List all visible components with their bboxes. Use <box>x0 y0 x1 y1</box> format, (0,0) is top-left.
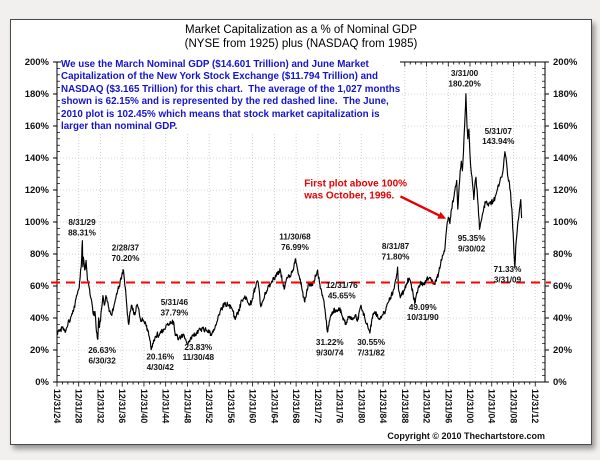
point-annotation: 3/31/09 <box>494 276 522 285</box>
point-annotation: 11/30/48 <box>183 353 215 362</box>
point-annotation: 95.35% <box>458 234 486 243</box>
point-annotation: 12/31/76 <box>326 281 358 290</box>
x-axis-label: 12/31/80 <box>356 389 366 423</box>
note-line: NASDAQ ($3.165 Trillion) for this chart.… <box>61 83 401 95</box>
point-annotation: 5/31/46 <box>161 298 189 307</box>
x-axis-label: 12/31/36 <box>117 389 127 423</box>
copyright-text: Copyright © 2010 Thechartstore.com <box>387 431 545 441</box>
point-annotation: 45.65% <box>328 292 356 301</box>
source-note: We use the March Nominal GDP ($14.601 Tr… <box>61 59 401 134</box>
point-annotation: 49.09% <box>409 303 437 312</box>
y-axis-label-left: 20% <box>30 345 50 356</box>
x-axis-label: 12/31/00 <box>465 389 475 423</box>
point-annotation: 7/31/82 <box>357 348 385 357</box>
y-axis-label-right: 140% <box>553 153 578 164</box>
x-axis-label: 12/31/56 <box>226 389 236 423</box>
note-line: larger than nominal GDP. <box>61 121 178 133</box>
x-axis-label: 12/31/84 <box>378 389 388 423</box>
y-axis-label-right: 180% <box>553 89 578 100</box>
y-axis-label-left: 60% <box>30 281 50 292</box>
point-annotation: 30.55% <box>357 338 385 347</box>
y-axis-label-right: 100% <box>553 217 578 228</box>
x-axis-label: 12/31/52 <box>204 389 214 423</box>
x-axis-label: 12/31/92 <box>422 389 432 423</box>
point-annotation: 10/31/90 <box>407 313 439 322</box>
x-axis-label: 12/31/68 <box>291 389 301 423</box>
x-axis-label: 12/31/12 <box>530 389 540 423</box>
x-axis-label: 12/31/44 <box>161 389 171 423</box>
point-annotation: 9/30/74 <box>316 348 344 357</box>
x-axis-label: 12/31/64 <box>269 389 279 423</box>
y-axis-label-left: 40% <box>30 313 50 324</box>
point-annotation: 3/31/00 <box>451 69 479 78</box>
chart-title: Market Capitalization as a % of Nominal … <box>184 24 417 36</box>
point-annotation: 76.99% <box>281 243 309 252</box>
point-annotation: 9/30/02 <box>458 244 486 253</box>
note-line: We use the March Nominal GDP ($14.601 Tr… <box>61 59 369 70</box>
callout-arrowhead <box>437 211 447 219</box>
callout-arrow <box>399 195 440 217</box>
point-annotation: 88.31% <box>68 228 96 237</box>
x-axis-label: 12/31/32 <box>95 389 105 423</box>
point-annotation: 5/31/07 <box>485 127 513 136</box>
point-annotation: 180.20% <box>448 80 481 89</box>
x-axis-label: 12/31/08 <box>508 389 518 423</box>
x-axis-label: 12/31/24 <box>52 389 62 423</box>
point-annotation: 37.79% <box>160 308 188 317</box>
point-annotation: 31.22% <box>316 338 344 347</box>
x-axis-label: 12/31/76 <box>335 389 345 423</box>
chart-subtitle: (NYSE from 1925) plus (NASDAQ from 1985) <box>184 38 418 50</box>
y-axis-label-right: 60% <box>553 281 573 292</box>
y-axis-label-right: 160% <box>553 121 578 132</box>
y-axis-label-left: 100% <box>25 217 50 228</box>
y-axis-label-left: 120% <box>25 185 50 196</box>
x-axis-label: 12/31/40 <box>139 389 149 423</box>
point-annotation: 26.63% <box>88 346 116 355</box>
y-axis-label-left: 160% <box>25 121 50 132</box>
y-axis-label-right: 20% <box>553 345 573 356</box>
callout-text: was October, 1996. <box>303 191 394 202</box>
point-annotation: 20.16% <box>146 352 174 361</box>
x-axis-label: 12/31/60 <box>248 389 258 423</box>
point-annotation: 6/30/32 <box>88 356 116 365</box>
point-annotation: 8/31/29 <box>68 218 96 227</box>
y-axis-label-right: 40% <box>553 313 573 324</box>
note-line: shown is 62.15% and is represented by th… <box>61 96 389 108</box>
note-line: 2010 plot is 102.45% which means that st… <box>61 108 380 120</box>
point-annotation: 11/30/68 <box>279 232 311 241</box>
y-axis-label-right: 80% <box>553 249 573 260</box>
x-axis-label: 12/31/48 <box>182 389 192 423</box>
x-axis-label: 12/31/28 <box>74 389 84 423</box>
point-annotation: 143.94% <box>482 137 515 146</box>
point-annotation: 71.80% <box>382 252 410 261</box>
chart-panel: Market Capitalization as a % of Nominal … <box>10 19 592 445</box>
x-axis-label: 12/31/72 <box>313 389 323 423</box>
point-annotation: 8/31/87 <box>382 242 410 251</box>
chart-canvas: 0% 0% 20% 20% 40% 40% 60% 60% 80% 80% 100% 100% 120%… <box>25 57 578 423</box>
note-line: Capitalization of the New York Stock Exc… <box>61 71 379 83</box>
x-axis-label: 12/31/96 <box>443 389 453 423</box>
y-axis-label-right: 120% <box>553 185 578 196</box>
x-axis-label: 12/31/88 <box>400 389 410 423</box>
y-axis-label-left: 180% <box>25 89 50 100</box>
series-line <box>56 93 523 351</box>
y-axis-label-left: 140% <box>25 153 50 164</box>
y-axis-label-left: 80% <box>30 249 50 260</box>
y-axis-label-left: 0% <box>35 377 49 388</box>
point-annotation: 71.33% <box>494 265 522 274</box>
point-annotation: 23.83% <box>184 343 212 352</box>
y-axis-label-right: 200% <box>553 57 578 68</box>
point-annotation: 4/30/42 <box>147 363 175 372</box>
x-axis-label: 12/31/04 <box>487 389 497 423</box>
point-annotation: 2/28/37 <box>112 244 140 253</box>
y-axis-label-right: 0% <box>553 377 567 388</box>
callout-text: First plot above 100% <box>304 179 407 190</box>
y-axis-label-left: 200% <box>25 57 50 68</box>
point-annotation: 70.20% <box>112 254 140 263</box>
